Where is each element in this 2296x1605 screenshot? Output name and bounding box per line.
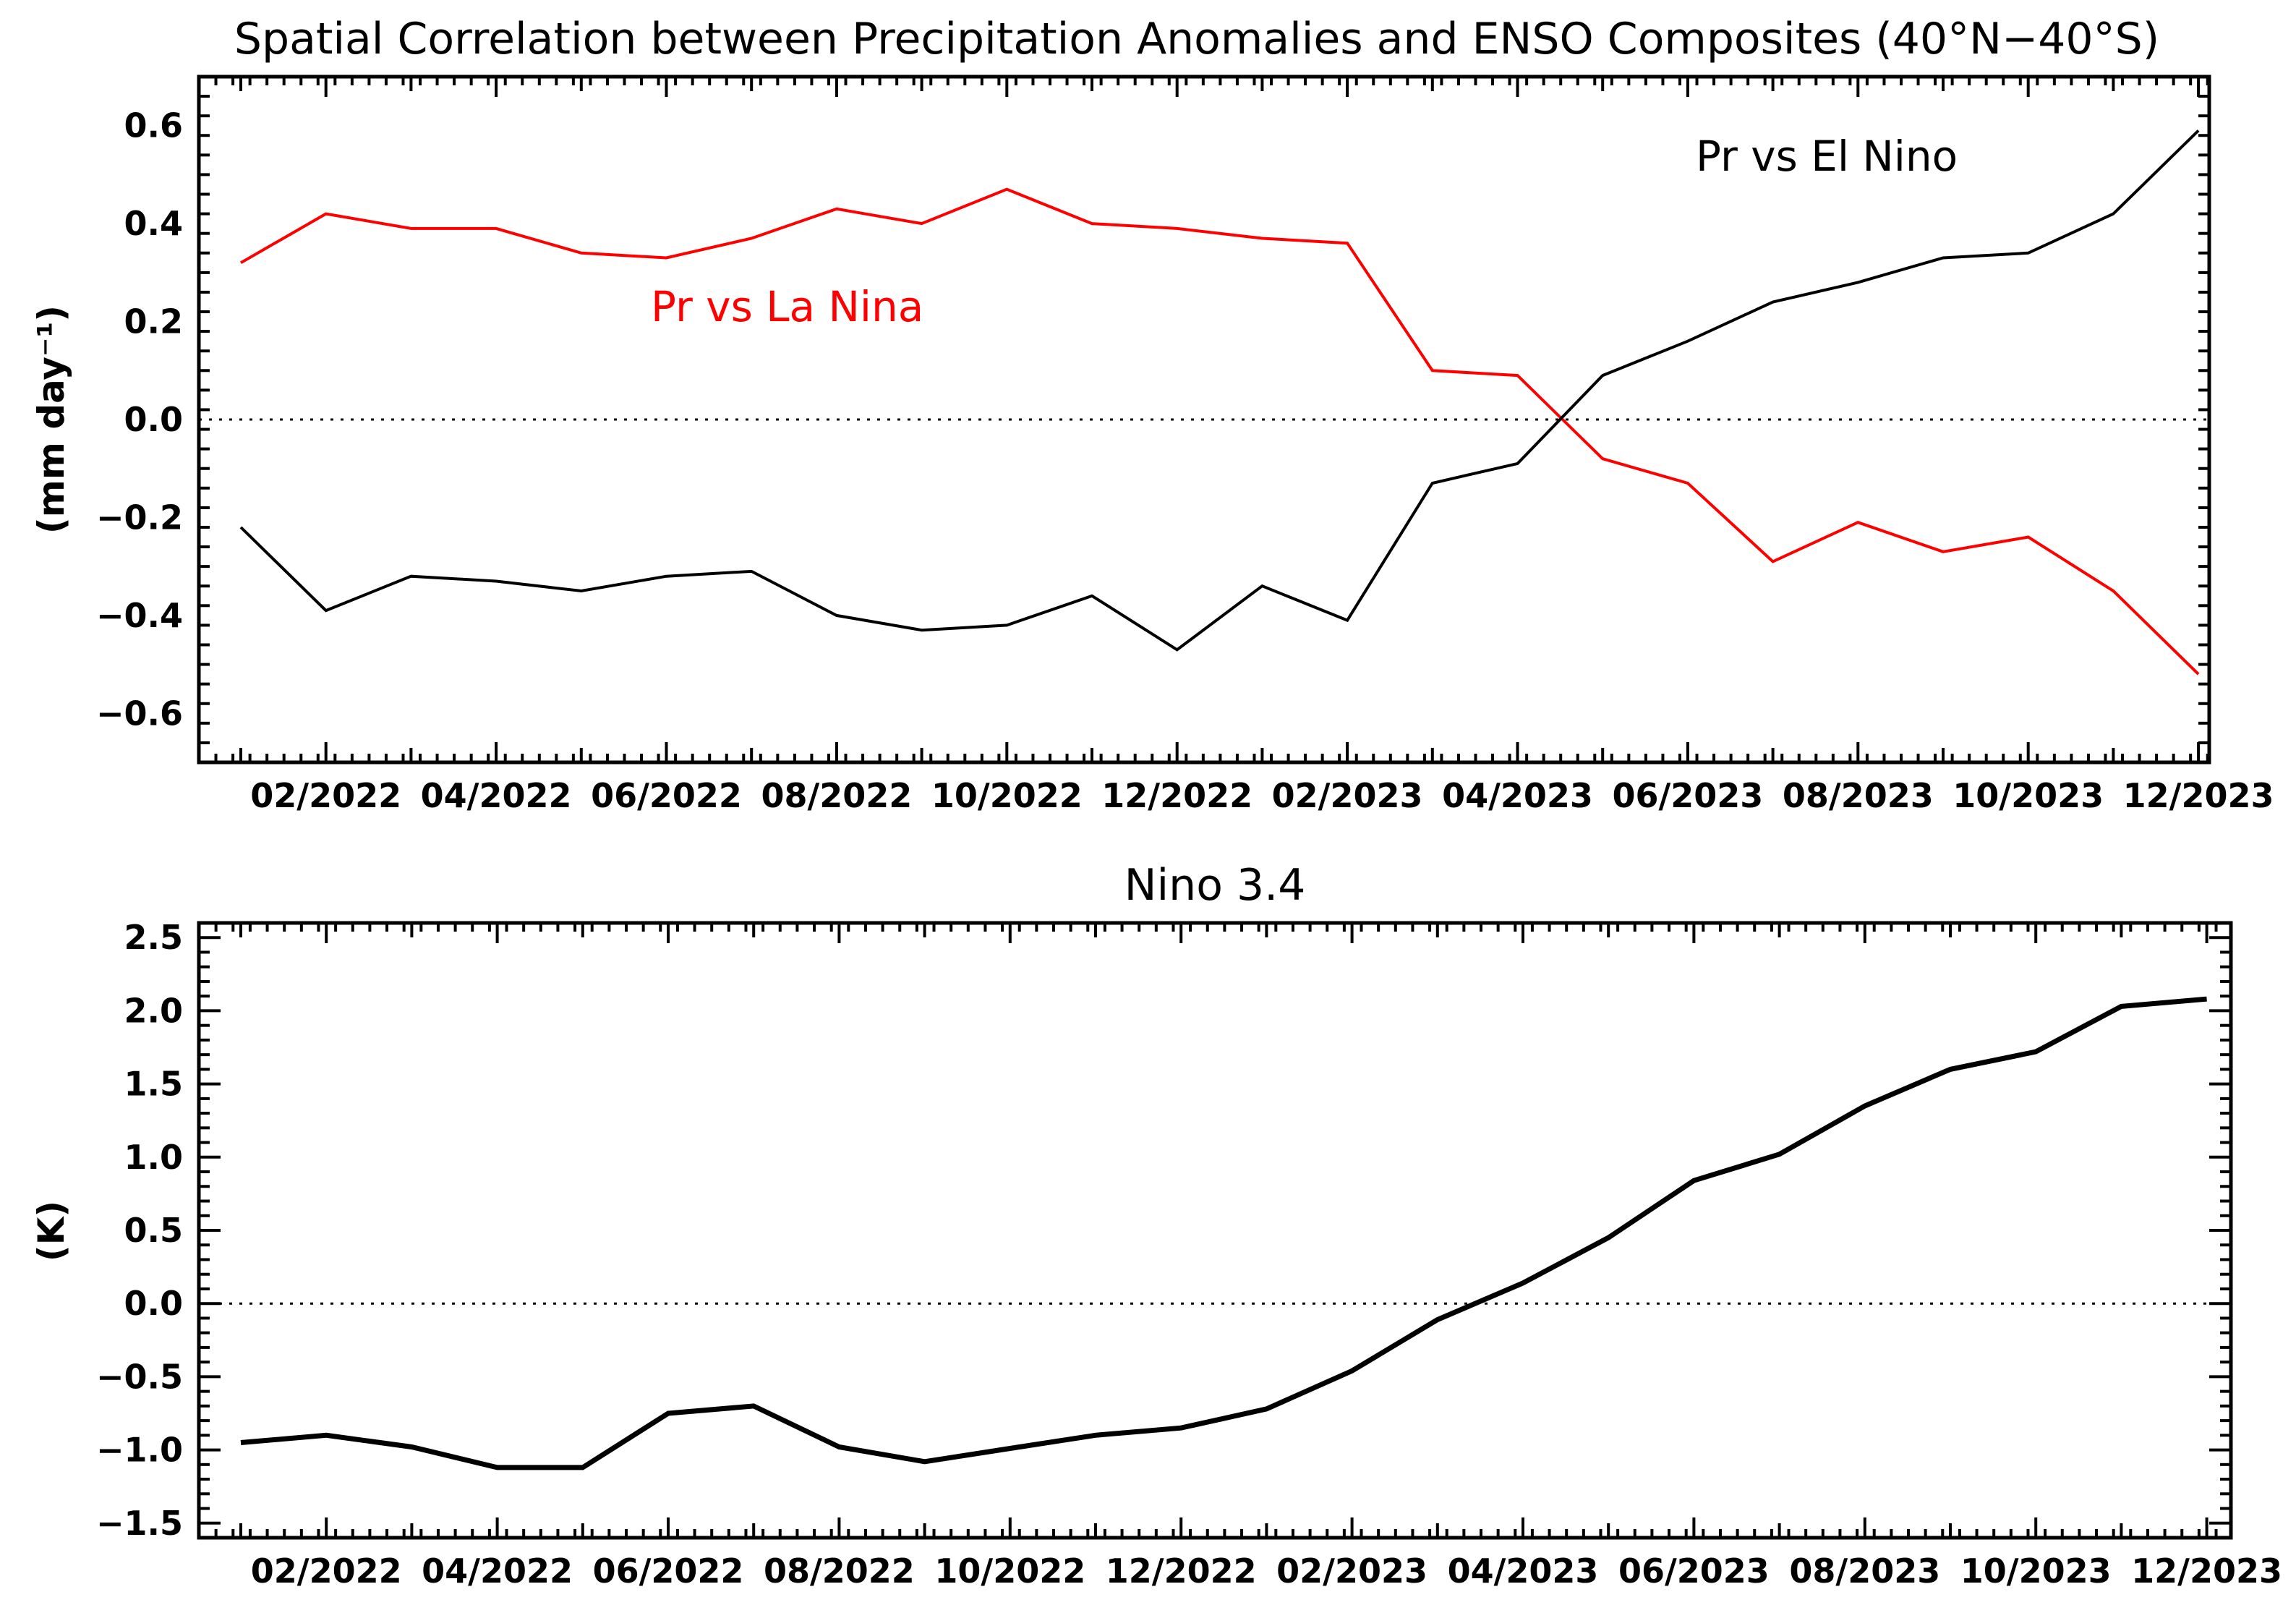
correlation-series-pr-vs-el-nino — [239, 129, 2200, 652]
nino34-x-tick-label: 04/2022 — [422, 1551, 573, 1591]
correlation-y-tick-label: 0.0 — [124, 400, 184, 439]
nino34-y-tick-label: 0.5 — [124, 1211, 184, 1250]
correlation-series-pr-vs-la-nina — [240, 187, 2200, 676]
correlation-x-tick-label: 02/2023 — [1272, 776, 1423, 815]
correlation-x-tick-label: 04/2022 — [421, 776, 572, 815]
correlation-x-tick-label: 12/2023 — [2123, 776, 2274, 815]
la-nina-series-label: Pr vs La Nina — [651, 282, 923, 331]
correlation-x-tick-label: 08/2022 — [761, 776, 912, 815]
nino34-x-tick-label: 02/2022 — [251, 1551, 402, 1591]
correlation-x-tick-label: 06/2022 — [591, 776, 742, 815]
correlation-y-tick-label: −0.2 — [96, 498, 183, 537]
nino34-chart-title: Nino 3.4 — [1124, 860, 1306, 911]
correlation-chart-title: Spatial Correlation between Precipitatio… — [234, 14, 2159, 64]
correlation-x-tick-label: 08/2023 — [1783, 776, 1934, 815]
nino34-y-tick-label: 2.0 — [124, 991, 184, 1030]
nino34-panel: Nino 3.4 (K) −1.5 −1.0 −0.5 0.0 0.5 1.0 1.5 2.0… — [30, 860, 2282, 1591]
nino34-x-tick-label: 04/2023 — [1448, 1551, 1599, 1591]
nino34-y-tick-label: 1.0 — [124, 1138, 184, 1177]
correlation-x-tick-label: 10/2023 — [1953, 776, 2104, 815]
nino34-x-tick-label: 08/2022 — [764, 1551, 915, 1591]
nino34-series-nino-3-4 — [240, 996, 2207, 1470]
nino34-plot-frame — [197, 921, 2233, 1540]
nino34-x-tick-label: 12/2022 — [1106, 1551, 1257, 1591]
nino34-y-tick-label: −1.0 — [96, 1431, 183, 1470]
correlation-x-tick-label: 06/2023 — [1612, 776, 1763, 815]
nino34-y-tick-label: 0.0 — [124, 1284, 184, 1323]
nino34-x-tick-label: 10/2022 — [934, 1551, 1085, 1591]
nino34-y-tick-label: −1.5 — [96, 1504, 183, 1543]
correlation-x-tick-label: 12/2022 — [1101, 776, 1252, 815]
correlation-y-tick-label: −0.6 — [96, 694, 183, 733]
nino34-x-tick-label: 10/2023 — [1960, 1551, 2112, 1591]
correlation-x-tick-label: 10/2022 — [931, 776, 1083, 815]
nino34-y-tick-label: 1.5 — [124, 1065, 184, 1104]
nino34-x-tick-label: 06/2022 — [593, 1551, 744, 1591]
nino34-y-axis-label: (K) — [30, 1201, 72, 1261]
correlation-y-tick-label: 0.6 — [124, 106, 184, 145]
correlation-x-tick-label: 04/2023 — [1442, 776, 1593, 815]
nino34-y-tick-label: −0.5 — [96, 1357, 183, 1396]
nino34-y-tick-label: 2.5 — [124, 918, 184, 957]
el-nino-series-label: Pr vs El Nino — [1696, 132, 1958, 181]
correlation-y-tick-label: −0.4 — [96, 596, 183, 635]
correlation-x-tick-label: 02/2022 — [250, 776, 401, 815]
correlation-y-tick-label: 0.4 — [124, 204, 184, 243]
correlation-y-axis-label: (mm day⁻¹) — [30, 305, 72, 534]
nino34-x-tick-label: 06/2023 — [1618, 1551, 1770, 1591]
correlation-y-tick-label: 0.2 — [124, 302, 184, 341]
nino34-x-tick-label: 12/2023 — [2131, 1551, 2282, 1591]
correlation-panel: Spatial Correlation between Precipitatio… — [30, 14, 2274, 815]
nino34-x-tick-label: 08/2023 — [1789, 1551, 1940, 1591]
nino34-x-tick-label: 02/2023 — [1276, 1551, 1427, 1591]
